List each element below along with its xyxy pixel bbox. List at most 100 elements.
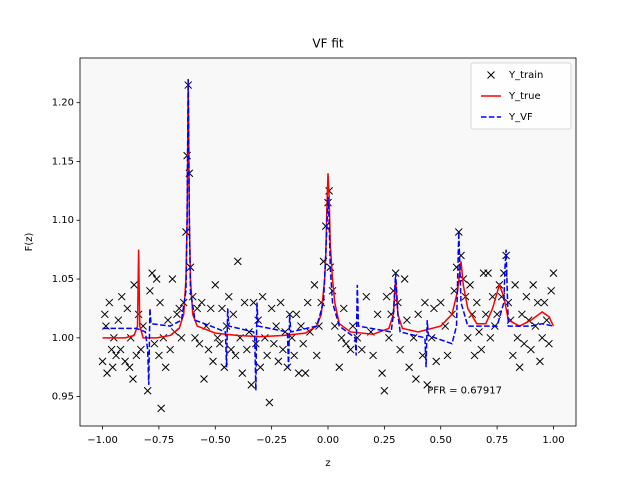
data-point (238, 369, 247, 377)
data-point (125, 363, 134, 372)
data-point (105, 298, 114, 307)
data-point (484, 269, 492, 278)
data-point (312, 351, 321, 360)
data-point (454, 228, 463, 236)
data-point (261, 333, 269, 342)
data-point (249, 298, 258, 307)
data-point (443, 351, 452, 360)
data-point (123, 304, 132, 313)
legend-label: Y_VF (508, 112, 533, 123)
data-point (247, 380, 256, 389)
data-point (394, 298, 402, 307)
data-point (173, 310, 181, 319)
legend-label: Y_true (508, 91, 541, 102)
data-point (116, 345, 125, 354)
legend-box (470, 62, 572, 130)
data-point (182, 228, 190, 236)
legend-marker (487, 71, 495, 79)
data-point (362, 292, 371, 301)
data-point (337, 333, 346, 342)
data-point (252, 339, 260, 348)
data-point (396, 345, 404, 354)
data-point (515, 363, 524, 372)
data-point (339, 304, 348, 313)
data-point (146, 286, 154, 295)
data-point (430, 304, 438, 313)
data-point (213, 333, 222, 342)
data-point (200, 375, 208, 383)
data-point (549, 269, 558, 278)
data-point (263, 351, 271, 360)
data-point (274, 357, 283, 366)
data-point (177, 333, 186, 342)
y-tick-label: 1.00 (52, 333, 74, 344)
data-point (114, 316, 123, 325)
data-point (191, 333, 199, 342)
x-tick-label: 0.00 (317, 435, 339, 446)
data-point (218, 304, 226, 313)
data-point (161, 363, 170, 372)
data-point (531, 322, 540, 330)
data-point (520, 339, 528, 348)
data-point (357, 345, 366, 354)
data-point (463, 333, 472, 342)
data-point (472, 298, 481, 307)
data-point (117, 292, 126, 301)
data-point (477, 345, 486, 354)
data-point (405, 363, 414, 372)
data-point (382, 292, 391, 301)
chart-title: VF fit (312, 37, 343, 51)
data-point (403, 316, 411, 325)
data-point (100, 310, 109, 319)
data-point (283, 363, 292, 372)
data-point (303, 298, 312, 307)
data-point (315, 322, 323, 330)
data-point (157, 404, 166, 413)
x-axis-label: z (325, 458, 330, 469)
y-tick-label: 1.10 (52, 215, 74, 226)
data-point (533, 298, 542, 307)
y-tick-label: 1.05 (52, 274, 74, 285)
data-point (265, 398, 274, 407)
data-point (475, 328, 483, 336)
y-tick-label: 1.15 (52, 156, 74, 167)
data-point (258, 292, 267, 301)
data-point (108, 363, 117, 372)
data-point (432, 357, 441, 366)
data-point (150, 339, 159, 348)
data-point (290, 351, 299, 360)
x-tick-label: −1.00 (87, 435, 118, 446)
data-point (547, 286, 556, 295)
data-point (164, 316, 172, 325)
annotation: PFR = 0.67917 (427, 386, 502, 397)
data-point (112, 351, 120, 360)
data-point (369, 351, 377, 360)
data-point (538, 333, 547, 342)
data-point (166, 345, 175, 354)
data-point (129, 375, 137, 383)
y-tick-label: 0.95 (52, 392, 74, 403)
data-point (412, 375, 420, 383)
data-point (168, 275, 177, 283)
data-point (536, 357, 544, 366)
data-point (240, 298, 249, 307)
data-point (233, 257, 242, 266)
data-point (206, 304, 215, 313)
data-point (380, 386, 389, 395)
data-point (466, 281, 474, 289)
data-point (529, 281, 538, 289)
data-point (224, 292, 233, 301)
data-point (335, 363, 344, 372)
data-point (423, 380, 432, 389)
data-point (175, 304, 184, 313)
data-point (276, 298, 285, 307)
data-point (297, 322, 305, 330)
data-point (215, 339, 224, 348)
data-point (231, 351, 240, 360)
data-point (227, 345, 235, 354)
x-tick-label: 1.00 (542, 435, 564, 446)
data-point (152, 275, 161, 283)
data-point (292, 310, 301, 319)
series-line (102, 79, 554, 391)
